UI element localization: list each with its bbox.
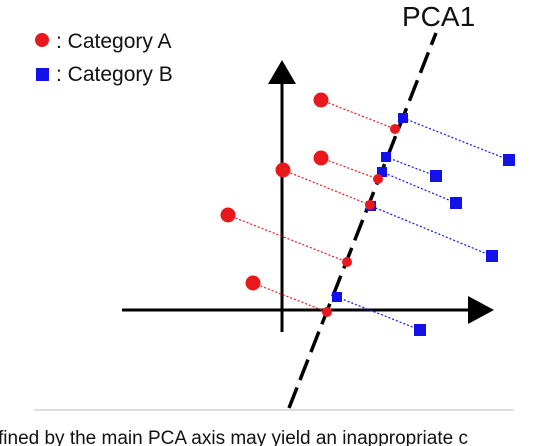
category-a-point: [275, 162, 291, 178]
projection-line-a: [320, 157, 379, 180]
legend-marker-category-b: [36, 68, 49, 81]
category-b-point: [486, 250, 498, 262]
category-a-projection: [322, 307, 332, 317]
category-a-point: [220, 207, 236, 223]
category-a-point: [245, 275, 261, 291]
category-a-point: [313, 92, 329, 108]
category-a-projections: [322, 124, 400, 317]
projection-line-b: [402, 117, 510, 161]
projection-lines: [227, 99, 510, 331]
legend: : Category A : Category B: [35, 30, 173, 86]
projection-line-b: [381, 171, 457, 204]
category-a-projection: [342, 257, 352, 267]
category-b-projection: [377, 167, 387, 177]
category-b-point: [450, 197, 462, 209]
category-b-projection: [398, 113, 408, 123]
category-b-point: [430, 170, 442, 182]
coordinate-axes: [122, 60, 494, 332]
pca1-axis: [287, 32, 438, 409]
category-a-point: [313, 150, 329, 166]
category-a-projection: [373, 174, 383, 184]
y-axis-arrowhead: [268, 60, 296, 84]
projection-line-a: [227, 214, 348, 263]
projection-line-a: [320, 99, 396, 130]
legend-label-category-b: : Category B: [56, 63, 173, 86]
pca1-axis-label: PCA1: [402, 1, 475, 32]
legend-marker-category-a: [35, 33, 49, 47]
category-a-projection: [365, 200, 375, 210]
projection-line-a: [252, 282, 328, 313]
category-b-projection: [332, 292, 342, 302]
category-a-projection: [390, 124, 400, 134]
projection-line-b: [385, 156, 437, 177]
legend-label-category-a: : Category A: [56, 30, 172, 53]
category-b-projection: [381, 152, 391, 162]
category-b-point: [414, 324, 426, 336]
x-axis-arrowhead: [468, 296, 494, 324]
category-b-point: [503, 154, 515, 166]
projection-line-b: [336, 296, 421, 331]
figure-caption: fined by the main PCA axis may yield an …: [0, 428, 468, 446]
projection-line-b: [370, 205, 493, 257]
projection-line-a: [282, 169, 371, 206]
category-b-points: [414, 154, 515, 336]
category-a-points: [220, 92, 329, 291]
